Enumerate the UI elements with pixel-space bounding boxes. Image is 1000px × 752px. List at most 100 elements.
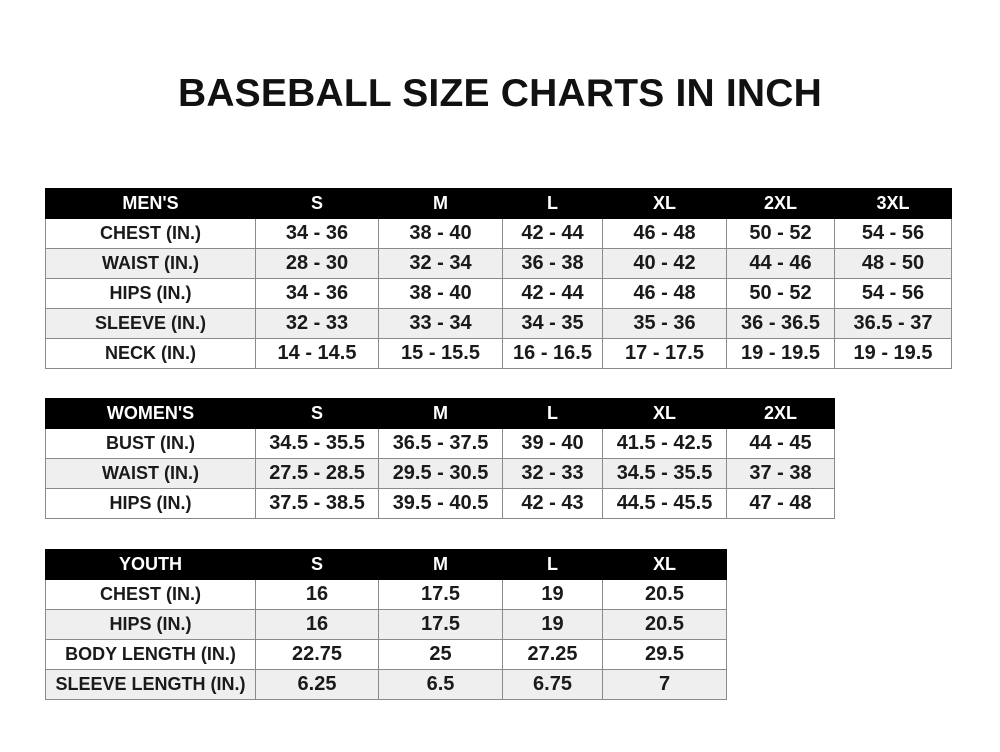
size-header: XL xyxy=(602,398,727,429)
size-value: 29.5 xyxy=(602,639,727,670)
size-value: 54 - 56 xyxy=(834,278,952,309)
size-header: M xyxy=(378,549,503,580)
size-value: 36 - 38 xyxy=(502,248,603,279)
table-row: CHEST (IN.) 34 - 36 38 - 40 42 - 44 46 - 48 5… xyxy=(45,218,952,249)
size-value: 35 - 36 xyxy=(602,308,727,339)
size-value: 47 - 48 xyxy=(726,488,835,519)
size-value: 54 - 56 xyxy=(834,218,952,249)
size-value: 44 - 45 xyxy=(726,428,835,459)
size-value: 27.5 - 28.5 xyxy=(255,458,379,489)
size-value: 34.5 - 35.5 xyxy=(255,428,379,459)
size-value: 34 - 35 xyxy=(502,308,603,339)
category-header: MEN'S xyxy=(45,188,256,219)
table-row: HIPS (IN.) 34 - 36 38 - 40 42 - 44 46 - 48 50… xyxy=(45,278,952,309)
size-header: XL xyxy=(602,188,727,219)
table-row: WAIST (IN.) 27.5 - 28.5 29.5 - 30.5 32 - 33… xyxy=(45,458,835,489)
header-row: WOMEN'S S M L XL 2XL xyxy=(45,398,835,429)
size-value: 46 - 48 xyxy=(602,278,727,309)
size-header: XL xyxy=(602,549,727,580)
size-value: 32 - 33 xyxy=(255,308,379,339)
size-header: M xyxy=(378,398,503,429)
size-value: 40 - 42 xyxy=(602,248,727,279)
size-value: 36.5 - 37 xyxy=(834,308,952,339)
table-row: NECK (IN.) 14 - 14.5 15 - 15.5 16 - 16.5 17 … xyxy=(45,338,952,369)
size-header: L xyxy=(502,549,603,580)
size-value: 42 - 44 xyxy=(502,278,603,309)
table-row: HIPS (IN.) 16 17.5 19 20.5 xyxy=(45,609,727,640)
size-value: 28 - 30 xyxy=(255,248,379,279)
size-value: 6.25 xyxy=(255,669,379,700)
table-row: HIPS (IN.) 37.5 - 38.5 39.5 - 40.5 42 - 43 4… xyxy=(45,488,835,519)
size-value: 44 - 46 xyxy=(726,248,835,279)
size-header: S xyxy=(255,188,379,219)
size-value: 34.5 - 35.5 xyxy=(602,458,727,489)
table-row: SLEEVE LENGTH (IN.) 6.25 6.5 6.75 7 xyxy=(45,669,727,700)
size-header: 2XL xyxy=(726,398,835,429)
page-title: BASEBALL SIZE CHARTS IN INCH xyxy=(177,72,823,115)
size-value: 20.5 xyxy=(602,609,727,640)
size-value: 42 - 44 xyxy=(502,218,603,249)
size-value: 6.5 xyxy=(378,669,503,700)
size-header: M xyxy=(378,188,503,219)
measurement-label: BODY LENGTH (IN.) xyxy=(45,639,256,670)
size-value: 37.5 - 38.5 xyxy=(255,488,379,519)
size-value: 19 xyxy=(502,579,603,610)
size-value: 36.5 - 37.5 xyxy=(378,428,503,459)
mens-size-table: MEN'S S M L XL 2XL 3XL CHEST (IN.) 34 - 36 38 - 4… xyxy=(45,188,952,369)
size-value: 19 - 19.5 xyxy=(834,338,952,369)
measurement-label: NECK (IN.) xyxy=(45,338,256,369)
table-row: SLEEVE (IN.) 32 - 33 33 - 34 34 - 35 35 - 36… xyxy=(45,308,952,339)
measurement-label: HIPS (IN.) xyxy=(45,488,256,519)
size-value: 39.5 - 40.5 xyxy=(378,488,503,519)
size-value: 14 - 14.5 xyxy=(255,338,379,369)
size-value: 36 - 36.5 xyxy=(726,308,835,339)
size-value: 29.5 - 30.5 xyxy=(378,458,503,489)
size-value: 19 xyxy=(502,609,603,640)
size-header: L xyxy=(502,188,603,219)
size-header: S xyxy=(255,549,379,580)
size-value: 17 - 17.5 xyxy=(602,338,727,369)
size-value: 17.5 xyxy=(378,609,503,640)
table-row: CHEST (IN.) 16 17.5 19 20.5 xyxy=(45,579,727,610)
womens-size-table: WOMEN'S S M L XL 2XL BUST (IN.) 34.5 - 35.5 36.5… xyxy=(45,398,835,519)
table-row: BODY LENGTH (IN.) 22.75 25 27.25 29.5 xyxy=(45,639,727,670)
header-row: YOUTH S M L XL xyxy=(45,549,727,580)
size-value: 41.5 - 42.5 xyxy=(602,428,727,459)
measurement-label: CHEST (IN.) xyxy=(45,218,256,249)
size-value: 48 - 50 xyxy=(834,248,952,279)
measurement-label: SLEEVE (IN.) xyxy=(45,308,256,339)
size-value: 17.5 xyxy=(378,579,503,610)
header-row: MEN'S S M L XL 2XL 3XL xyxy=(45,188,952,219)
measurement-label: HIPS (IN.) xyxy=(45,278,256,309)
size-header: L xyxy=(502,398,603,429)
size-header: S xyxy=(255,398,379,429)
youth-size-table: YOUTH S M L XL CHEST (IN.) 16 17.5 19 20.5 HIPS (I… xyxy=(45,549,727,700)
size-value: 7 xyxy=(602,669,727,700)
size-value: 38 - 40 xyxy=(378,278,503,309)
size-value: 38 - 40 xyxy=(378,218,503,249)
category-header: YOUTH xyxy=(45,549,256,580)
size-value: 34 - 36 xyxy=(255,218,379,249)
size-value: 42 - 43 xyxy=(502,488,603,519)
size-value: 46 - 48 xyxy=(602,218,727,249)
category-header: WOMEN'S xyxy=(45,398,256,429)
measurement-label: BUST (IN.) xyxy=(45,428,256,459)
measurement-label: SLEEVE LENGTH (IN.) xyxy=(45,669,256,700)
size-value: 20.5 xyxy=(602,579,727,610)
size-value: 22.75 xyxy=(255,639,379,670)
table-row: BUST (IN.) 34.5 - 35.5 36.5 - 37.5 39 - 40 4… xyxy=(45,428,835,459)
size-value: 34 - 36 xyxy=(255,278,379,309)
size-value: 16 xyxy=(255,609,379,640)
measurement-label: WAIST (IN.) xyxy=(45,458,256,489)
size-value: 6.75 xyxy=(502,669,603,700)
size-value: 16 xyxy=(255,579,379,610)
measurement-label: CHEST (IN.) xyxy=(45,579,256,610)
measurement-label: HIPS (IN.) xyxy=(45,609,256,640)
size-header: 3XL xyxy=(834,188,952,219)
size-value: 39 - 40 xyxy=(502,428,603,459)
size-value: 32 - 34 xyxy=(378,248,503,279)
size-value: 19 - 19.5 xyxy=(726,338,835,369)
table-row: WAIST (IN.) 28 - 30 32 - 34 36 - 38 40 - 42 4… xyxy=(45,248,952,279)
size-value: 37 - 38 xyxy=(726,458,835,489)
size-value: 33 - 34 xyxy=(378,308,503,339)
